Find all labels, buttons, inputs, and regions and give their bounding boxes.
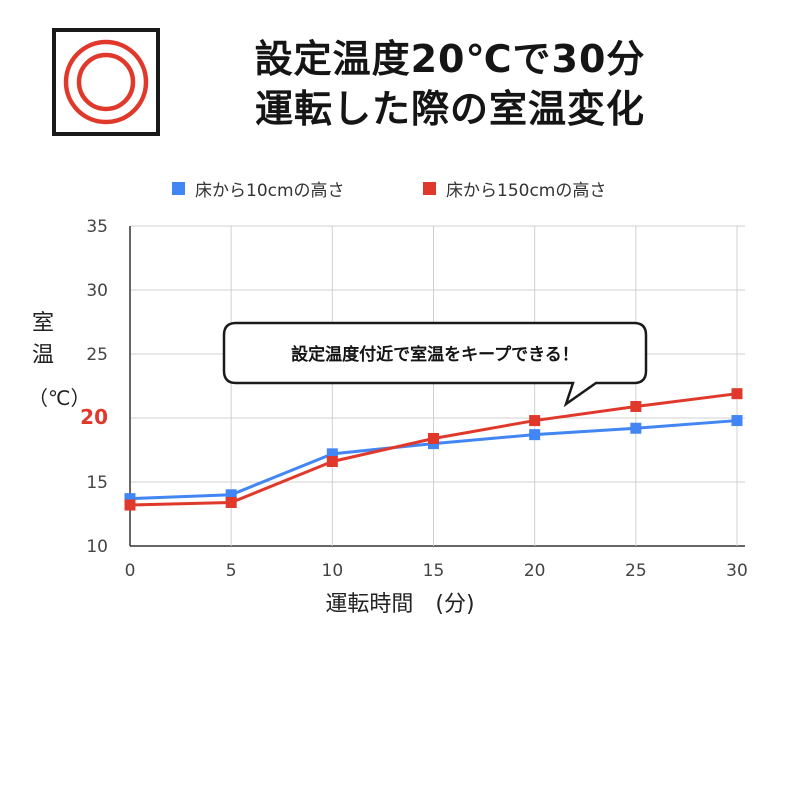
chart-title-line2: 運転した際の室温変化 [254,87,645,131]
x-tick-0: 0 [125,561,136,581]
y-axis-label-char-1: 室 [31,311,54,336]
series-0-point-4 [529,429,541,441]
series-group [124,388,743,511]
legend-swatch-series-0 [172,182,185,195]
series-1-point-1 [225,496,237,508]
double-ring-icon [63,39,149,125]
y-tick-15: 15 [86,473,108,493]
series-0-point-5 [630,422,642,434]
series-1-point-4 [529,415,541,427]
series-0-point-6 [731,415,743,427]
ticks: 10 15 20 25 30 35 0 5 10 15 20 25 30 [80,217,748,581]
y-tick-30: 30 [86,281,108,301]
legend-label-series-0: 床から10cmの高さ [195,181,345,201]
y-axis-label-char-2: 温 [31,343,54,368]
x-tick-5: 5 [226,561,237,581]
chart-title: 設定温度20℃で30分 運転した際の室温変化 [170,34,730,134]
callout-text: 設定温度付近で室温をキープできる！ [291,344,579,365]
legend: 床から10cmの高さ 床から150cmの高さ [0,176,800,201]
series-1-point-6 [731,388,743,400]
legend-item-series-0: 床から10cmの高さ [172,176,345,201]
series-1-point-0 [124,499,136,511]
logo [52,28,160,136]
series-1-point-2 [326,456,338,468]
y-tick-35: 35 [86,217,108,237]
series-1-point-5 [630,400,642,412]
callout: 設定温度付近で室温をキープできる！ [222,321,648,408]
grid [130,225,745,547]
legend-item-series-1: 床から150cmの高さ [423,176,606,201]
x-tick-20: 20 [524,561,546,581]
series-0-point-0 [124,493,136,505]
legend-label-series-1: 床から150cmの高さ [446,181,607,201]
y-tick-10: 10 [86,537,108,557]
legend-swatch-series-1 [423,182,436,195]
x-tick-30: 30 [726,561,748,581]
x-tick-15: 15 [423,561,445,581]
y-tick-20: 20 [80,405,108,429]
series-1-point-3 [428,432,439,444]
x-tick-10: 10 [322,561,344,581]
x-tick-25: 25 [625,561,647,581]
callout-bubble [222,321,648,408]
x-axis-label: 運転時間 (分) [325,592,475,617]
series-0-point-1 [225,489,237,501]
chart-title-line1: 設定温度20℃で30分 [254,37,646,81]
y-tick-25: 25 [86,345,108,365]
series-0-point-2 [326,448,338,460]
